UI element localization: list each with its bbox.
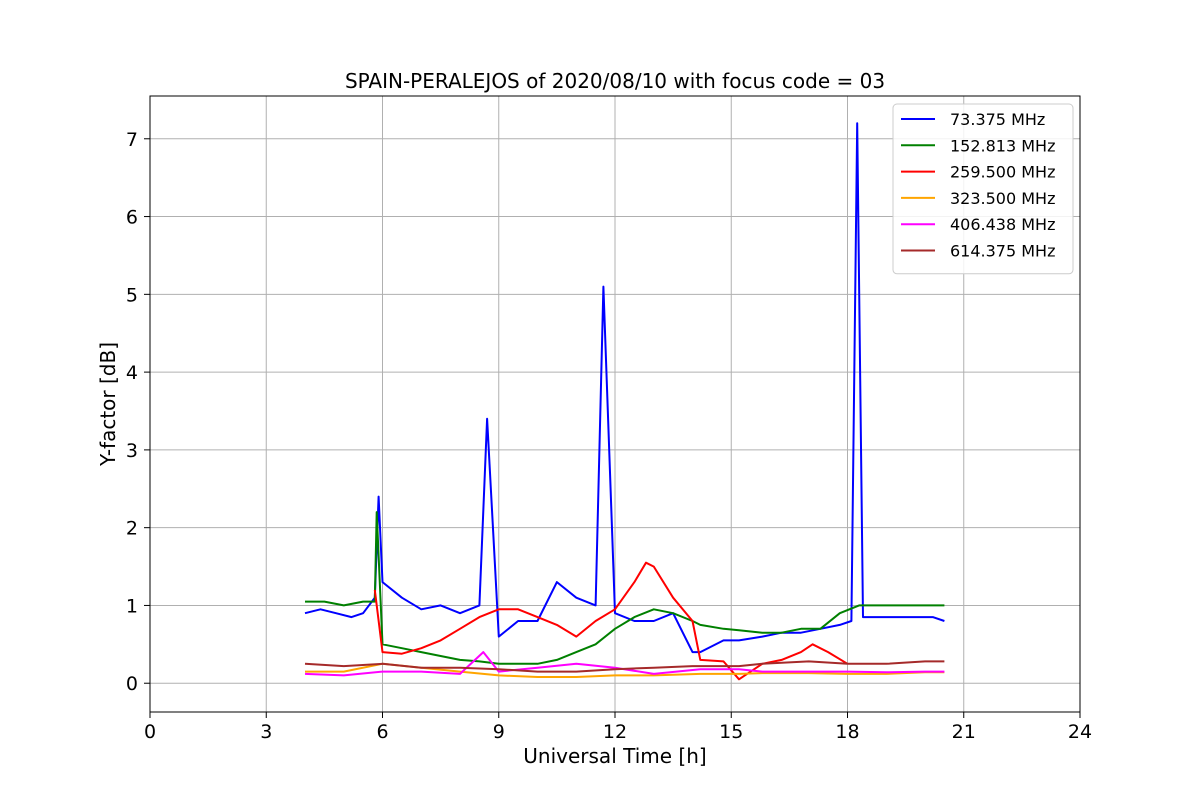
- legend-label: 259.500 MHz: [950, 163, 1055, 182]
- series-line-5: [304, 660, 945, 673]
- x-tick-label: 0: [144, 721, 156, 743]
- x-tick-label: 21: [952, 721, 976, 743]
- series-line-2: [373, 561, 849, 681]
- y-tick-label: 1: [126, 595, 138, 617]
- y-tick-label: 6: [126, 207, 138, 229]
- legend-label: 323.500 MHz: [950, 189, 1055, 208]
- y-tick-label: 0: [126, 673, 138, 695]
- y-axis-label: Y-factor [dB]: [96, 342, 120, 467]
- series-line-0: [304, 122, 945, 654]
- series-layer: [304, 122, 945, 681]
- grid-layer: [149, 96, 1081, 712]
- y-tick-label: 3: [126, 440, 138, 462]
- legend-label: 406.438 MHz: [950, 215, 1055, 234]
- x-tick-label: 3: [260, 721, 272, 743]
- y-tick-label: 5: [126, 284, 138, 306]
- y-tick-label: 2: [126, 518, 138, 540]
- x-tick-label: 9: [493, 721, 505, 743]
- x-tick-label: 15: [719, 721, 743, 743]
- y-tick-label: 7: [126, 129, 138, 151]
- legend-label: 152.813 MHz: [950, 136, 1055, 155]
- legend: 73.375 MHz 152.813 MHz 259.500 MHz 323.500 …: [892, 103, 1074, 275]
- legend-label: 614.375 MHz: [950, 242, 1055, 261]
- x-tick-label: 12: [603, 721, 627, 743]
- legend-box: [892, 103, 1074, 275]
- x-axis-label: Universal Time [h]: [523, 744, 706, 768]
- series-line-4: [304, 651, 945, 677]
- x-tick-label: 6: [376, 721, 388, 743]
- chart-title: SPAIN-PERALEJOS of 2020/08/10 with focus…: [345, 69, 885, 93]
- y-tick-label: 4: [126, 362, 138, 384]
- x-tick-label: 18: [835, 721, 859, 743]
- legend-label: 73.375 MHz: [950, 110, 1045, 129]
- x-tick-label: 24: [1068, 721, 1092, 743]
- series-line-1: [305, 511, 945, 665]
